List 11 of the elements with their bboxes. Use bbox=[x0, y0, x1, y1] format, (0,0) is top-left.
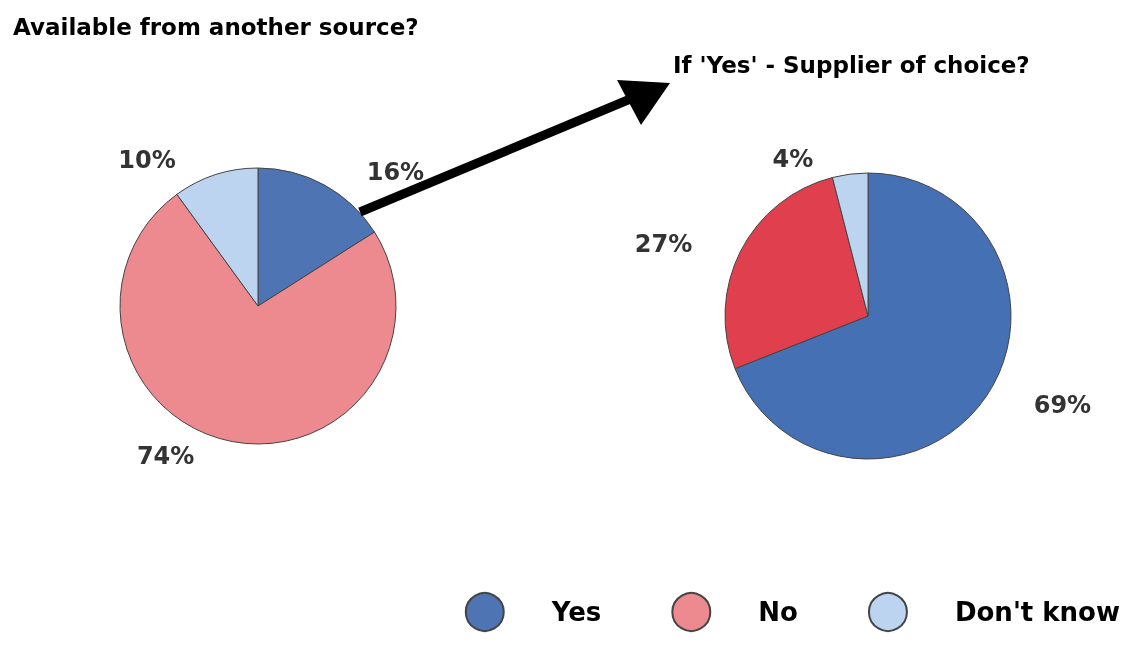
data-label: 16% bbox=[366, 157, 425, 186]
legend-label: Don't know bbox=[954, 597, 1120, 627]
chart-title: Available from another source? bbox=[13, 13, 419, 40]
chart-title: If 'Yes' - Supplier of choice? bbox=[673, 51, 1030, 78]
legend-label: No bbox=[758, 597, 798, 627]
data-label: 27% bbox=[634, 230, 693, 259]
legend-label: Yes bbox=[550, 597, 602, 627]
data-label: 10% bbox=[118, 146, 176, 175]
data-label: 69% bbox=[1033, 390, 1092, 419]
data-label: 74% bbox=[136, 442, 195, 471]
data-label: 4% bbox=[772, 145, 814, 174]
